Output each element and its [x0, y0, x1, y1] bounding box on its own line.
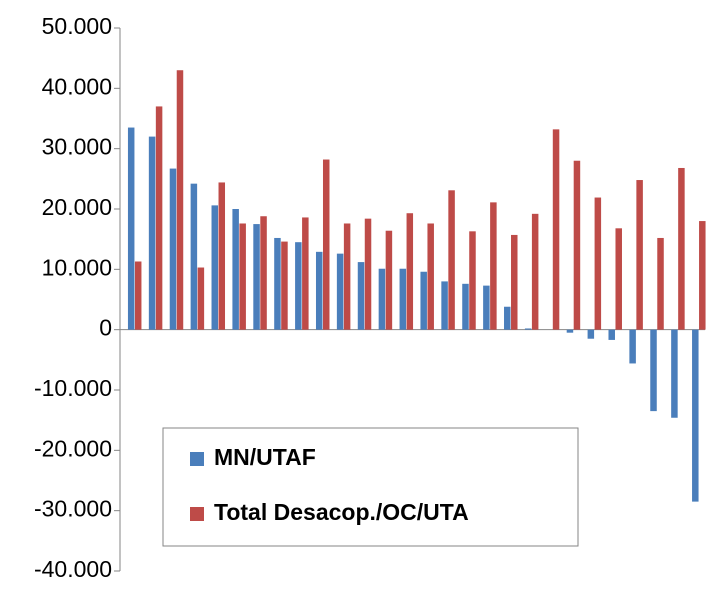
bar — [302, 217, 309, 330]
bar — [511, 234, 518, 330]
bar — [295, 242, 302, 330]
bar — [148, 136, 156, 330]
bar — [615, 228, 622, 330]
bar — [420, 271, 427, 330]
bar — [399, 268, 407, 330]
bar — [176, 70, 184, 330]
bar — [671, 329, 678, 418]
bar — [608, 329, 615, 340]
bar — [462, 283, 469, 330]
bar — [573, 160, 581, 330]
bar — [190, 183, 198, 330]
bar — [524, 328, 532, 330]
bar — [232, 209, 239, 330]
y-tick-label: 30.000 — [42, 134, 112, 160]
bar — [629, 329, 636, 364]
bar — [211, 205, 219, 330]
legend-swatch — [190, 452, 204, 466]
bar — [155, 106, 163, 330]
legend-label: Total Desacop./OC/UTA — [214, 499, 469, 525]
bar — [678, 167, 685, 330]
y-tick-label: -20.000 — [34, 435, 112, 461]
bar — [134, 261, 142, 330]
bar — [274, 237, 281, 330]
bar — [315, 251, 323, 330]
y-tick-label: 10.000 — [42, 254, 112, 280]
bar — [657, 237, 664, 330]
bar — [587, 329, 595, 339]
bar — [281, 241, 288, 330]
legend-label: MN/UTAF — [214, 444, 316, 470]
bar — [448, 190, 455, 330]
bar — [385, 230, 393, 330]
bar — [253, 224, 260, 330]
bar — [127, 127, 135, 330]
bar — [427, 223, 434, 330]
bar — [441, 281, 448, 330]
bar — [594, 197, 602, 330]
bar — [336, 253, 344, 330]
y-tick-label: 20.000 — [42, 194, 112, 220]
bar — [406, 213, 414, 330]
bar — [504, 306, 511, 330]
bar — [692, 329, 699, 502]
bar — [552, 129, 560, 330]
y-tick-label: -10.000 — [34, 375, 112, 401]
y-tick-label: -40.000 — [34, 556, 112, 582]
bar — [322, 159, 330, 330]
bar — [650, 329, 657, 412]
y-tick-label: 40.000 — [42, 73, 112, 99]
bar — [636, 180, 643, 330]
bar — [218, 182, 226, 330]
bar — [699, 221, 706, 330]
bar — [531, 213, 539, 330]
bar — [566, 329, 574, 333]
bar — [469, 231, 476, 330]
bar — [378, 268, 386, 330]
bar — [357, 262, 365, 330]
y-tick-label: 50.000 — [42, 13, 112, 39]
legend-swatch — [190, 507, 204, 521]
legend: MN/UTAF Total Desacop./OC/UTA — [162, 427, 579, 547]
y-tick-label: -30.000 — [34, 496, 112, 522]
bar — [490, 202, 497, 330]
bar — [483, 285, 490, 330]
bar — [364, 218, 372, 330]
bar — [169, 168, 177, 330]
y-tick-label: 0 — [99, 315, 112, 341]
bar — [260, 216, 267, 330]
bar — [239, 223, 246, 330]
bar — [197, 267, 205, 330]
legend-box — [162, 427, 579, 547]
bar — [343, 223, 351, 330]
